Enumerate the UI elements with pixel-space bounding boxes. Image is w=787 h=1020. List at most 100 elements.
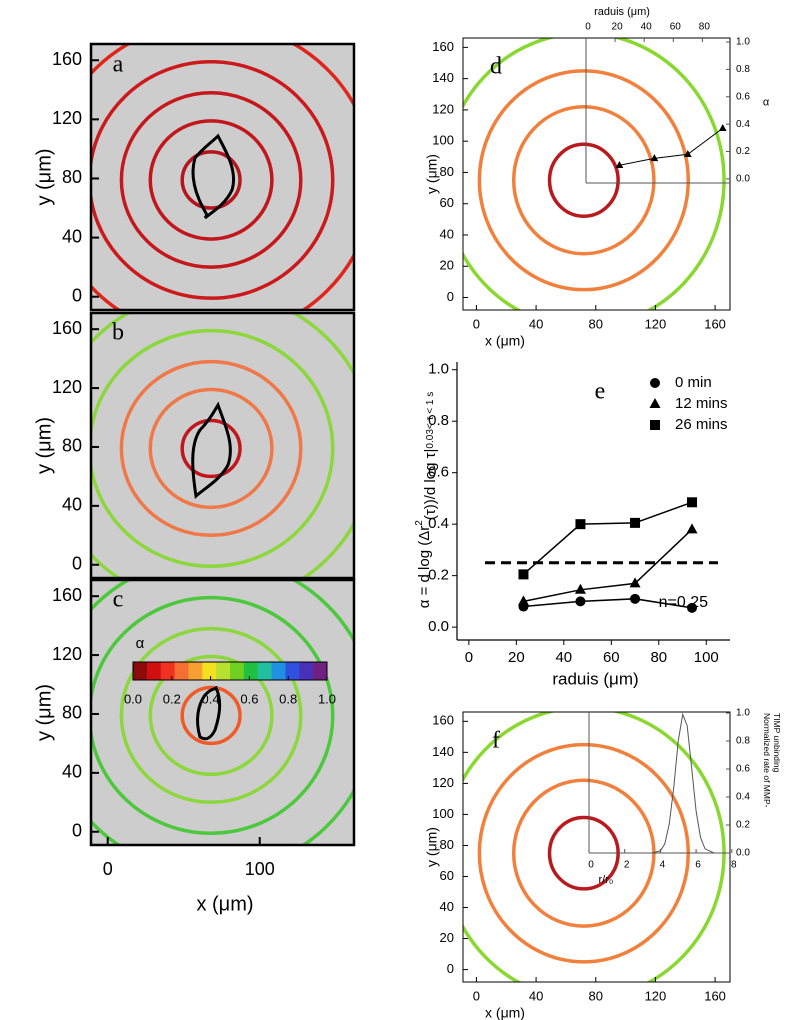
frame — [462, 37, 731, 311]
inset-x-tick-label: 0 — [585, 22, 591, 33]
x-tick-label: 40 — [555, 649, 572, 666]
y-tick-label: 120 — [432, 101, 454, 116]
series-line — [523, 528, 693, 603]
y-tick-label: 0.6 — [428, 464, 449, 481]
panel-letter: a — [113, 52, 124, 78]
y-tick-label: 0 — [72, 821, 82, 841]
inset-y-axis-label: α — [763, 96, 770, 108]
inset-y-axis-label: TIMP unbinding — [772, 713, 782, 773]
y-tick-label: 80 — [440, 837, 454, 852]
cell-outline — [191, 401, 232, 499]
y-tick-label: 80 — [440, 164, 454, 179]
y-axis-label-part: 2 — [414, 520, 425, 526]
color-swatch — [313, 662, 328, 680]
color-swatch — [174, 662, 189, 680]
ring — [180, 418, 242, 479]
color-swatch — [133, 662, 148, 680]
marker — [575, 519, 586, 530]
y-tick-label: 40 — [62, 762, 82, 782]
frame — [89, 578, 356, 847]
y-axis-label-part: 0.03< τ < 1 s — [425, 392, 436, 449]
marker — [686, 523, 698, 534]
colorbar-frame — [132, 661, 328, 681]
plot-area — [463, 38, 730, 310]
color-swatch — [243, 662, 259, 680]
x-tick-label: 40 — [529, 316, 543, 331]
ring — [91, 60, 335, 300]
x-tick-label: 40 — [529, 988, 543, 1003]
x-axis-label: raduis (μm) — [552, 669, 638, 688]
y-axis-label: y (μm) — [424, 827, 440, 867]
inset-y-tick-label: 0.0 — [736, 848, 750, 859]
inset-x-tick-label: 60 — [670, 22, 682, 33]
inset-y-tick-label: 0.6 — [736, 91, 750, 102]
inset-y-tick-label: 0.4 — [736, 792, 750, 803]
marker — [683, 150, 692, 158]
inset-x-tick-label: 40 — [641, 22, 653, 33]
y-tick-label: 20 — [440, 258, 454, 273]
y-tick-label: 120 — [52, 108, 82, 128]
ring — [119, 91, 303, 269]
y-tick-label: 160 — [52, 585, 82, 605]
x-tick-label: 0 — [473, 316, 480, 331]
inset-y-axis-label: Normalized rate of MMP- — [762, 713, 772, 808]
ring — [119, 626, 303, 805]
y-axis-label: y (μm) — [33, 417, 55, 474]
color-swatch — [230, 662, 245, 680]
legend-label: 12 mins — [675, 395, 728, 412]
marker — [575, 596, 586, 607]
y-tick-label: 0 — [447, 961, 454, 976]
x-tick-label: 160 — [704, 988, 726, 1003]
color-swatch — [271, 662, 286, 680]
frame — [462, 711, 731, 983]
y-tick-label: 0 — [72, 554, 82, 574]
x-tick-label: 80 — [589, 988, 603, 1003]
y-tick-label: 80 — [62, 436, 82, 456]
panel-letter: c — [113, 587, 124, 613]
marker — [687, 602, 698, 613]
x-tick-label: 100 — [245, 859, 275, 879]
marker — [649, 398, 661, 408]
y-tick-label: 120 — [432, 775, 454, 790]
y-tick-label: 1.0 — [428, 361, 449, 378]
panel-letter: d — [490, 54, 502, 80]
color-swatch — [299, 662, 314, 680]
y-tick-label: 40 — [62, 495, 82, 515]
ring — [180, 685, 242, 746]
inset-y-tick-label: 1.0 — [736, 708, 750, 719]
ring — [148, 387, 274, 510]
marker — [650, 154, 659, 162]
y-tick-label: 60 — [440, 195, 454, 210]
colorbar-tick-label: 0.0 — [124, 691, 142, 706]
inset-y-tick-label: 0.4 — [736, 119, 750, 130]
x-tick-label: 0 — [103, 859, 113, 879]
y-tick-label: 100 — [432, 806, 454, 821]
x-tick-label: 0 — [465, 649, 473, 666]
color-swatch — [216, 662, 231, 680]
inset-line — [589, 712, 730, 854]
colorbar-tick-label: 0.8 — [279, 691, 297, 706]
y-tick-label: 20 — [440, 930, 454, 945]
ring — [511, 105, 656, 256]
y-axis-label-part: (τ))/d log τ| — [422, 449, 439, 521]
y-tick-label: 160 — [432, 713, 454, 728]
y-axis-label-part: α = d log (Δr — [416, 526, 433, 608]
color-swatch — [146, 662, 162, 680]
y-tick-label: 140 — [432, 744, 454, 759]
marker — [630, 517, 641, 528]
series-line — [523, 598, 693, 609]
y-tick-label: 100 — [432, 133, 454, 148]
x-tick-label: 80 — [589, 316, 603, 331]
x-axis-label: x (μm) — [196, 893, 253, 915]
colorbar-tick-label: 1.0 — [318, 691, 336, 706]
ring-group — [463, 38, 726, 310]
marker — [518, 569, 529, 580]
inset-y-tick-label: 0.2 — [736, 146, 750, 157]
y-tick-label: 120 — [52, 377, 82, 397]
y-tick-label: 40 — [440, 226, 454, 241]
color-swatch — [257, 662, 272, 680]
y-tick-label: 140 — [432, 70, 454, 85]
y-tick-label: 0.2 — [428, 567, 449, 584]
inset-y-tick-label: 0.8 — [736, 736, 750, 747]
ring — [148, 119, 274, 241]
